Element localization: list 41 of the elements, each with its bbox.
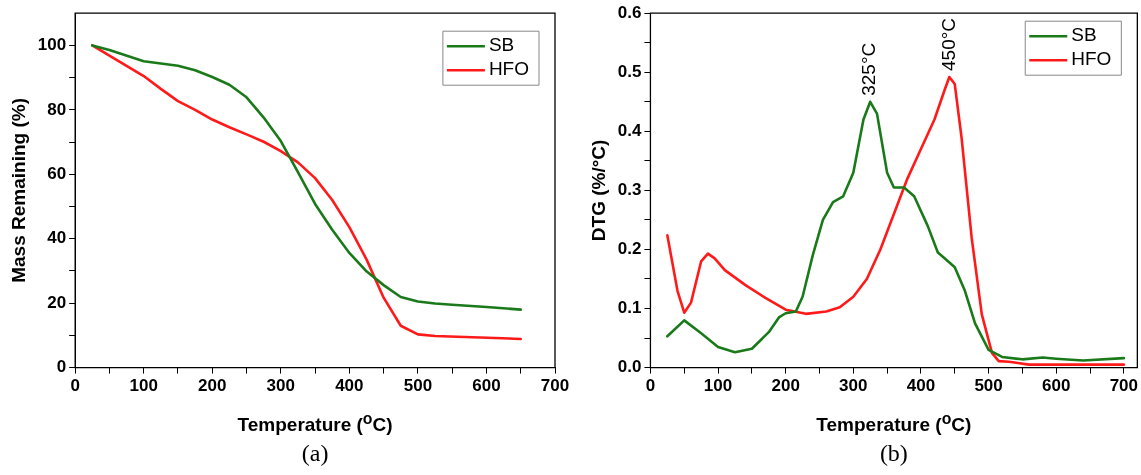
x-tick-label: 500 (403, 376, 433, 396)
x-tick-label: 300 (266, 376, 295, 396)
y-tick-label: 20 (47, 292, 67, 312)
legend-label: SB (1071, 24, 1097, 46)
x-tick-label: 600 (472, 376, 501, 396)
x-axis-title: Temperature ($^{o}$C) (236, 410, 394, 437)
y-tick-label: 80 (47, 99, 67, 119)
annotation: 450°C (937, 17, 959, 71)
x-tick-label: 200 (771, 376, 800, 396)
y-tick-label: 0.3 (617, 180, 642, 200)
text: (a) (300, 440, 330, 467)
x-tick-label: 200 (198, 376, 227, 396)
x-axis-title: Temperature ($^{o}$C) (815, 410, 973, 437)
x-tick-label: 100 (703, 376, 733, 396)
x-tick-label: 0 (70, 376, 80, 396)
y-tick-label: 40 (47, 228, 67, 248)
x-tick-label: 500 (974, 376, 1003, 396)
annotation: 325°C (858, 42, 880, 96)
x-tick-label: 0 (645, 376, 656, 396)
y-axis-title: Mass Remaining (%) (7, 98, 29, 283)
legend-label: HFO (488, 58, 529, 80)
y-tick-label: 100 (37, 35, 67, 55)
legend-label: SB (488, 34, 515, 56)
y-tick-label: 0 (56, 357, 67, 377)
x-tick-label: 400 (906, 376, 936, 396)
y-tick-label: 0.4 (617, 121, 642, 141)
y-tick-label: 0.2 (617, 239, 642, 259)
y-tick-label: 0.1 (617, 298, 642, 318)
x-tick-label: 700 (540, 376, 570, 396)
y-tick-label: 0.6 (617, 2, 642, 22)
x-tick-label: 300 (839, 376, 868, 396)
x-tick-label: 400 (335, 376, 364, 396)
x-tick-label: 600 (1042, 376, 1071, 396)
text: 0.0 (617, 357, 642, 377)
y-axis-title: DTG (%/°C) (587, 139, 609, 242)
text: (b) (878, 440, 909, 467)
legend-label: HFO (1071, 48, 1112, 70)
x-tick-label: 700 (1109, 376, 1139, 396)
x-tick-label: 100 (129, 376, 158, 396)
y-tick-label: 0.5 (617, 61, 642, 81)
y-tick-label: 60 (47, 163, 67, 183)
